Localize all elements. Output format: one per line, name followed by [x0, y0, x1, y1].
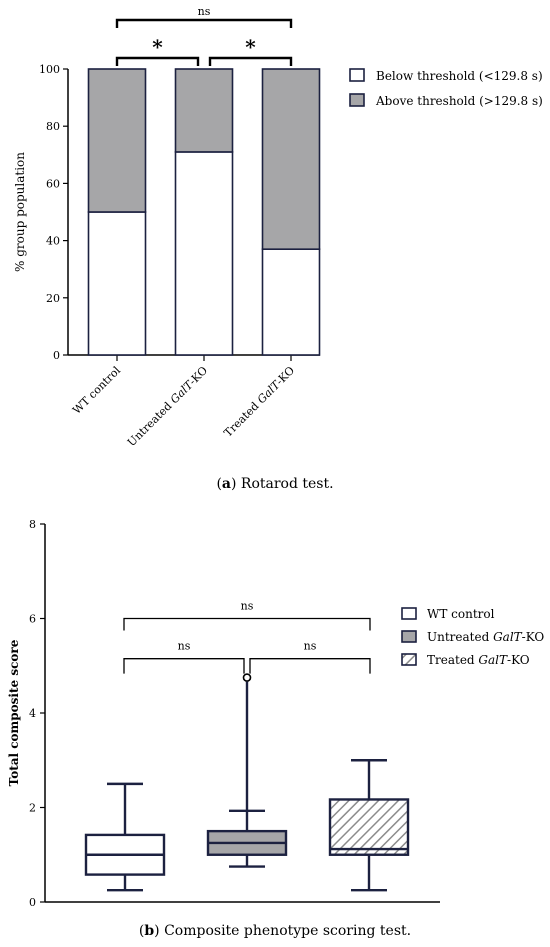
legend-label-part: -KO [507, 653, 530, 667]
legend-label-part: Untreated [427, 630, 493, 644]
x-tick-label-1: Untreated GalT-KO [125, 364, 210, 449]
significance-label: ns [241, 600, 254, 613]
significance-bracket [208, 56, 293, 66]
legend-label-italic: GalT [493, 630, 523, 644]
caption-b: (b) Composite phenotype scoring test. [139, 923, 411, 939]
y-tick-label: 0 [29, 896, 36, 909]
composite-score-chart: 0 2 4 6 8 Total composite score ns ns ns WT contr… [7, 518, 544, 939]
legend-label-part: Treated [427, 653, 478, 667]
bar-below-0 [87, 211, 147, 356]
legend-label: Treated GalT-KO [427, 653, 530, 667]
legend-swatch [401, 630, 417, 643]
significance-bracket [115, 18, 293, 28]
legend-label-italic: GalT [478, 653, 508, 667]
legend-label: Below threshold (<129.8 s) [376, 69, 543, 83]
bar-below-2 [261, 248, 321, 356]
bar-above-2 [261, 68, 321, 250]
legend-swatch [401, 607, 417, 620]
caption-b-paren: ( [139, 923, 144, 939]
y-tick-label: 20 [46, 292, 60, 305]
significance-bracket [249, 658, 371, 674]
bar-below-1 [174, 151, 234, 356]
significance-label: ns [198, 5, 211, 18]
x-tick-label-2-part: Treated [221, 397, 264, 440]
legend-swatch [349, 93, 365, 107]
bar-above-0 [87, 68, 147, 213]
x-tick-label-0-part: WT control [70, 364, 123, 417]
significance-label: ns [304, 640, 317, 653]
legend-label-part: WT control [427, 607, 495, 621]
caption-a-paren: ( [216, 476, 221, 492]
y-tick-label: 4 [29, 707, 36, 720]
y-tick-label: 100 [39, 63, 60, 76]
y-axis-label: % group population [13, 152, 27, 272]
caption-a-text: ) Rotarod test. [231, 476, 334, 492]
legend-label: Above threshold (>129.8 s) [375, 94, 543, 108]
y-tick-label: 40 [46, 235, 60, 248]
caption-b-text: ) Composite phenotype scoring test. [154, 923, 411, 939]
legend-label: Untreated GalT-KO [427, 630, 544, 644]
significance-label: * [152, 35, 163, 59]
y-tick-label: 2 [29, 802, 36, 815]
significance-bracket [115, 56, 200, 66]
x-tick-label-2: Treated GalT-KO [221, 364, 297, 440]
caption-a: (a) Rotarod test. [216, 476, 333, 492]
significance-label: ns [178, 640, 191, 653]
caption-a-letter: a [222, 476, 231, 492]
significance-bracket [123, 617, 371, 631]
y-axis-label: Total composite score [7, 639, 21, 786]
caption-b-letter: b [144, 923, 154, 939]
y-tick-label: 0 [53, 349, 60, 362]
box-outlier [242, 673, 252, 682]
x-tick-label-1-part: Untreated [125, 397, 177, 449]
y-tick-label: 60 [46, 177, 60, 190]
y-tick-label: 8 [29, 518, 36, 531]
x-tick-label-0: WT control [70, 364, 123, 417]
legend-label-part: -KO [522, 630, 545, 644]
y-tick-label: 80 [46, 120, 60, 133]
box-2 [328, 798, 410, 856]
significance-label: * [245, 35, 256, 59]
legend-swatch [349, 68, 365, 82]
legend-label: WT control [427, 607, 495, 621]
bar-above-1 [174, 68, 234, 153]
legend-swatch [401, 653, 417, 666]
y-tick-label: 6 [29, 613, 36, 626]
significance-bracket [123, 658, 245, 674]
